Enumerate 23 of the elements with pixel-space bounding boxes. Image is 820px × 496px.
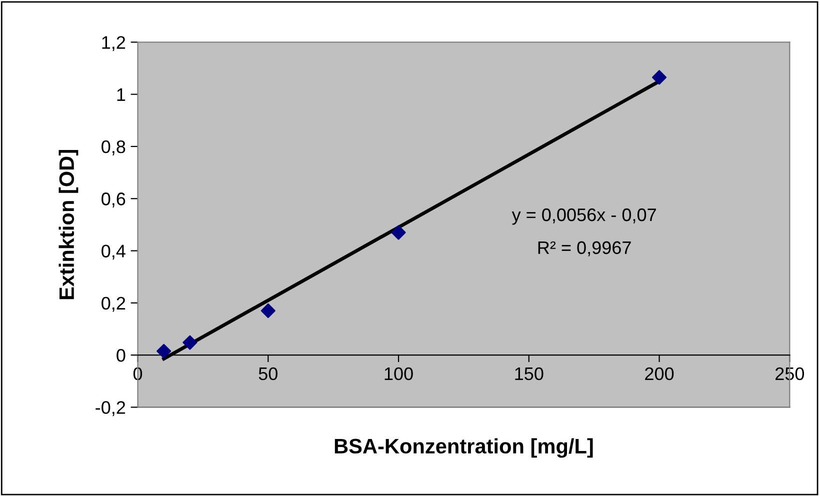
x-tick-label: 200	[645, 367, 674, 380]
x-tick-label: 100	[384, 367, 413, 380]
annotation: R² = 0,9967	[538, 241, 631, 256]
y-tick-label: 0	[116, 349, 126, 362]
x-axis-title: BSA-Konzentration [mg/L]	[334, 438, 593, 458]
annotation: y = 0,0056x - 0,07	[512, 208, 656, 225]
y-tick-label: 0,2	[102, 296, 126, 312]
x-tick-label: 150	[515, 367, 544, 380]
x-tick-label: 50	[258, 367, 278, 380]
point	[182, 335, 198, 350]
x-tick-label: 0	[133, 367, 142, 380]
point	[156, 344, 172, 358]
point	[652, 70, 667, 85]
y-tick-label: 1,2	[102, 36, 126, 52]
x-tick-label: 250	[776, 367, 804, 380]
point	[391, 225, 406, 240]
y-tick-label: 0,4	[102, 244, 126, 260]
y-tick-label: -0,2	[96, 401, 126, 416]
y-axis-title: Extinktion [OD]	[58, 150, 78, 300]
y-tick-label: 1	[117, 88, 126, 101]
y-tick-label: 0,8	[102, 140, 126, 156]
point	[260, 303, 276, 318]
y-tick-label: 0,6	[102, 192, 126, 208]
